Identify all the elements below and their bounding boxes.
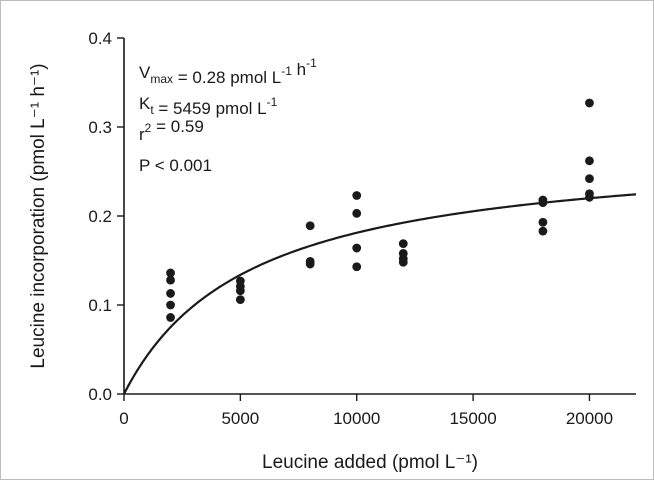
axes — [123, 38, 636, 395]
data-point — [398, 239, 408, 248]
data-point — [305, 259, 315, 269]
annotations: Vmax = 0.28 pmol L-1 h-1 Kt = 5459 pmol L… — [139, 56, 317, 175]
data-point — [585, 174, 594, 184]
data-point — [166, 268, 175, 278]
data-point — [538, 226, 548, 236]
data-point — [166, 300, 175, 310]
data-point — [398, 257, 408, 267]
annotation-line: P < 0.001 — [139, 156, 212, 175]
y-tick-label: 0.4 — [88, 29, 112, 48]
ticks: 0 5000 10000 15000 20000 0.0 0.1 0.2 0.3 0.4 — [88, 29, 613, 428]
data-point — [305, 221, 315, 231]
x-tick-label: 10000 — [333, 409, 380, 428]
x-tick-label: 5000 — [221, 409, 259, 428]
data-point — [538, 198, 548, 208]
x-axis-title: Leucine added (pmol L⁻¹) — [262, 452, 478, 473]
data-point — [538, 217, 548, 227]
data-point — [352, 191, 362, 200]
y-tick-label: 0.2 — [88, 207, 112, 226]
data-point — [585, 192, 594, 202]
y-tick-label: 0.3 — [88, 118, 112, 137]
data-point — [352, 262, 362, 272]
y-axis-title: Leucine incorporation (pmol L⁻¹ h⁻¹) — [28, 63, 49, 368]
fit-curve — [123, 193, 637, 395]
data-point — [235, 286, 245, 296]
data-point — [352, 243, 362, 253]
annotation-line: Kt = 5459 pmol L-1 — [139, 94, 278, 118]
data-points — [166, 98, 594, 322]
data-point — [166, 275, 175, 285]
data-point — [585, 156, 594, 166]
fit-curve-group — [123, 193, 637, 395]
data-point — [166, 313, 175, 322]
annotation-line: Vmax = 0.28 pmol L-1 h-1 — [139, 56, 317, 87]
y-tick-label: 0.1 — [88, 296, 112, 315]
data-point — [352, 208, 362, 218]
data-point — [235, 295, 245, 305]
x-tick-label: 20000 — [566, 409, 613, 428]
data-point — [585, 98, 594, 108]
x-tick-label: 0 — [119, 409, 128, 428]
x-tick-label: 15000 — [449, 409, 496, 428]
annotation-line: r2 = 0.59 — [139, 117, 204, 144]
data-point — [166, 289, 175, 298]
y-tick-label: 0.0 — [88, 385, 112, 404]
